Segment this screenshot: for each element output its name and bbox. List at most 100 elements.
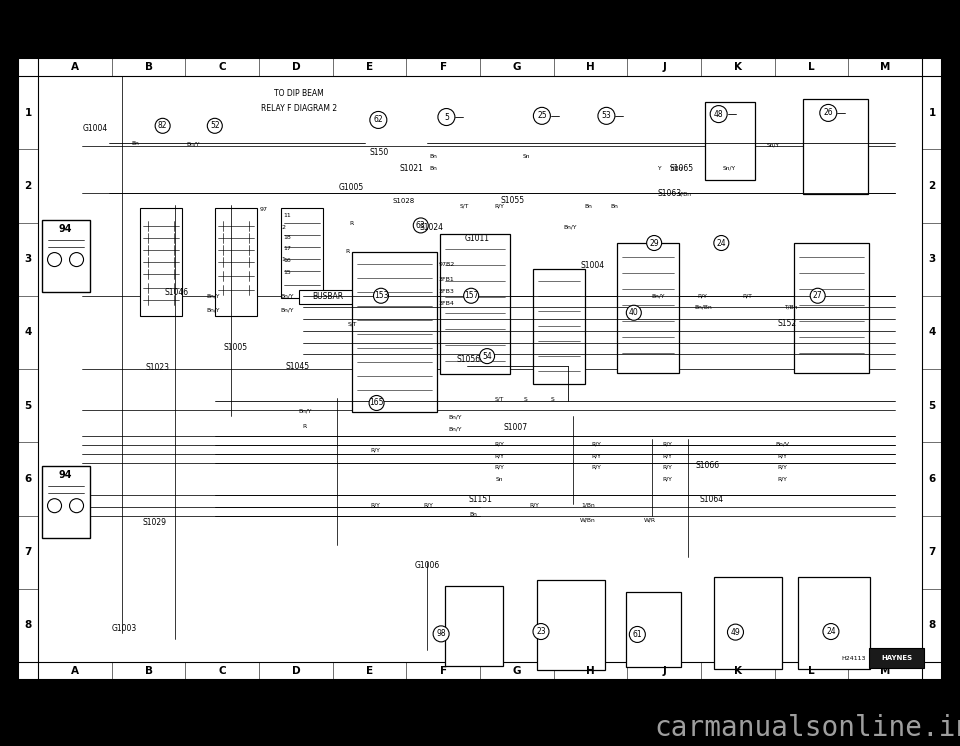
Circle shape	[630, 627, 645, 642]
Bar	[299, 290, 357, 304]
Text: Bn/Y: Bn/Y	[652, 293, 665, 298]
Circle shape	[413, 218, 428, 233]
Text: 26: 26	[824, 108, 833, 117]
Text: 5: 5	[24, 401, 32, 410]
Text: 54: 54	[482, 351, 492, 360]
Text: R/Y: R/Y	[591, 454, 602, 458]
Bar	[281, 208, 324, 298]
Text: S1151: S1151	[468, 495, 492, 504]
Text: A: A	[71, 666, 79, 676]
Text: E: E	[366, 62, 373, 72]
Text: L: L	[808, 666, 815, 676]
Text: S: S	[551, 397, 554, 402]
Text: Bn/Y: Bn/Y	[448, 426, 462, 431]
Text: 97B2: 97B2	[439, 262, 454, 267]
Text: S1046: S1046	[165, 288, 189, 298]
Text: 1: 1	[24, 107, 32, 118]
Text: Y: Y	[657, 166, 660, 171]
Text: 2: 2	[281, 225, 286, 230]
Text: 94: 94	[59, 470, 72, 480]
Text: R/Y: R/Y	[494, 465, 504, 470]
Text: 62: 62	[373, 116, 383, 125]
Text: Bn/Y: Bn/Y	[299, 409, 312, 414]
Text: S150: S150	[370, 148, 389, 157]
Text: 8: 8	[928, 621, 936, 630]
Text: 1/Bn: 1/Bn	[581, 503, 595, 507]
Text: S1005: S1005	[224, 343, 248, 352]
Bar	[38, 76, 922, 662]
Text: E: E	[366, 666, 373, 676]
Circle shape	[533, 624, 549, 639]
Text: F: F	[440, 62, 446, 72]
Text: W/R: W/R	[643, 518, 656, 523]
Text: R/Y: R/Y	[423, 503, 434, 507]
Text: 94: 94	[59, 224, 72, 233]
Bar	[799, 577, 870, 669]
Text: R/Y: R/Y	[662, 442, 672, 447]
Text: R/Y: R/Y	[778, 477, 787, 482]
Text: R/Y: R/Y	[371, 448, 380, 452]
Text: Sn: Sn	[522, 154, 530, 159]
Bar	[351, 252, 437, 412]
Circle shape	[69, 498, 84, 513]
Text: Bn/V: Bn/V	[776, 442, 789, 447]
Circle shape	[647, 236, 661, 251]
Circle shape	[207, 119, 223, 134]
Text: R/Y: R/Y	[662, 454, 672, 458]
Text: 18: 18	[283, 235, 291, 239]
Circle shape	[598, 107, 615, 125]
Text: 3FB3: 3FB3	[439, 289, 454, 294]
Bar	[803, 99, 868, 195]
Text: S/T: S/T	[460, 204, 468, 209]
Text: 7: 7	[24, 547, 32, 557]
Text: J: J	[662, 666, 666, 676]
Text: R/Y: R/Y	[494, 454, 504, 458]
Text: Y/Bn: Y/Bn	[669, 166, 683, 171]
Text: R/Y: R/Y	[698, 293, 708, 298]
Text: Bn/Bn: Bn/Bn	[694, 305, 711, 310]
Text: 157: 157	[464, 291, 478, 300]
Circle shape	[48, 253, 61, 266]
Text: 97: 97	[259, 207, 268, 212]
Bar	[538, 580, 606, 670]
Text: R/Y: R/Y	[591, 465, 602, 470]
Text: 5: 5	[928, 401, 936, 410]
Text: V/Bn: V/Bn	[678, 192, 692, 197]
Text: S1007: S1007	[503, 423, 527, 432]
Text: 16: 16	[283, 258, 291, 263]
Text: R: R	[349, 221, 354, 226]
Text: J: J	[662, 62, 666, 72]
Text: 4: 4	[928, 327, 936, 337]
Circle shape	[728, 624, 743, 640]
Text: L: L	[808, 62, 815, 72]
Circle shape	[370, 111, 387, 128]
Text: S1004: S1004	[580, 261, 605, 270]
Text: D: D	[292, 666, 300, 676]
Text: 27: 27	[813, 291, 823, 300]
Text: G: G	[513, 666, 521, 676]
Text: R/Y: R/Y	[494, 442, 504, 447]
Bar	[139, 208, 181, 316]
Text: 24: 24	[716, 239, 726, 248]
Text: 6: 6	[928, 474, 936, 484]
Text: S1028: S1028	[393, 198, 415, 204]
Circle shape	[438, 108, 455, 125]
Text: G: G	[513, 62, 521, 72]
Text: 4: 4	[24, 327, 32, 337]
Text: Bn: Bn	[429, 154, 437, 159]
Text: R: R	[302, 424, 307, 429]
Text: S152: S152	[778, 319, 796, 327]
Text: S1024: S1024	[420, 223, 444, 232]
Text: 48: 48	[714, 110, 724, 119]
Text: Bn: Bn	[584, 204, 591, 209]
Text: S1021: S1021	[400, 163, 424, 172]
Text: M: M	[880, 62, 890, 72]
Text: Bn/Y: Bn/Y	[206, 308, 220, 313]
Text: K: K	[733, 666, 742, 676]
Text: 153: 153	[373, 291, 388, 300]
Text: 49: 49	[731, 627, 740, 636]
Circle shape	[534, 107, 550, 125]
Bar	[41, 466, 89, 538]
Text: 6: 6	[24, 474, 32, 484]
Text: S1055: S1055	[501, 196, 525, 205]
